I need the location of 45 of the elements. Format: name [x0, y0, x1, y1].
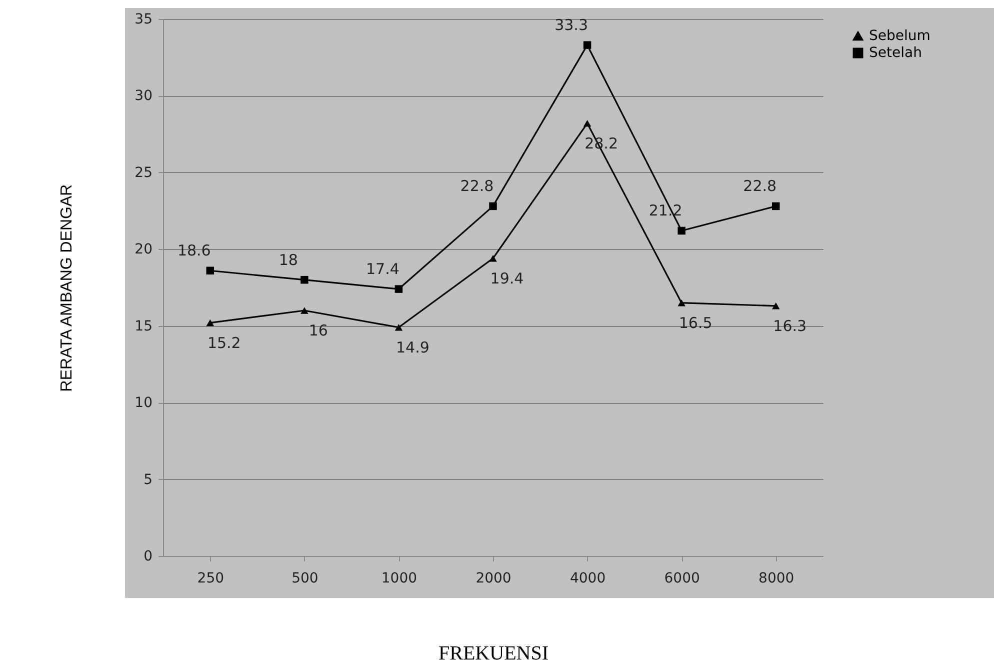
point: [394, 324, 403, 331]
y-tick-label: 30: [134, 88, 152, 104]
point: [583, 41, 592, 49]
x-tick-label: 2000: [476, 570, 512, 586]
y-tick-label: 20: [134, 242, 152, 258]
data-label: 14.9: [396, 338, 430, 356]
data-label: 18: [278, 250, 298, 269]
point: [772, 202, 780, 210]
data-label: 15.2: [207, 334, 241, 352]
data-label: 16.3: [773, 316, 807, 335]
data-label: 33.3: [554, 16, 588, 34]
point: [583, 120, 592, 127]
point: [206, 266, 214, 274]
x-tick-label: 4000: [570, 570, 606, 586]
y-tick-label: 5: [144, 472, 152, 488]
y-tick-label: 35: [134, 12, 152, 28]
point: [678, 299, 686, 306]
point: [772, 302, 780, 310]
point: [394, 285, 403, 293]
legend-label: Sebelum: [869, 28, 930, 44]
x-tick-label: 1000: [381, 570, 418, 586]
y-tick-label: 25: [134, 164, 152, 181]
x-tick-label: 500: [292, 570, 318, 586]
data-label: 22.8: [460, 177, 494, 196]
x-tick-label: 6000: [664, 570, 700, 586]
point: [678, 226, 686, 235]
x-tick-label: 8000: [758, 570, 794, 586]
data-label: 16: [308, 322, 328, 340]
data-label: 19.4: [490, 269, 524, 288]
data-label: 22.8: [743, 177, 777, 196]
point: [489, 254, 497, 262]
point: [300, 307, 308, 314]
point: [300, 276, 308, 284]
x-tick-label: 250: [197, 570, 224, 586]
data-label: 16.5: [678, 314, 712, 332]
data-label: 18.6: [177, 242, 211, 260]
x-axis-title: FREKUENSI: [438, 642, 549, 661]
data-label: 17.4: [366, 260, 400, 278]
y-axis-title: RERATA AMBANG DENGAR: [58, 184, 76, 392]
point: [206, 319, 214, 326]
y-tick-label: 0: [144, 548, 152, 564]
legend-label: Setelah: [869, 45, 922, 61]
point: [489, 202, 497, 210]
y-tick-label: 10: [134, 395, 152, 412]
y-tick-label: 15: [134, 318, 152, 334]
